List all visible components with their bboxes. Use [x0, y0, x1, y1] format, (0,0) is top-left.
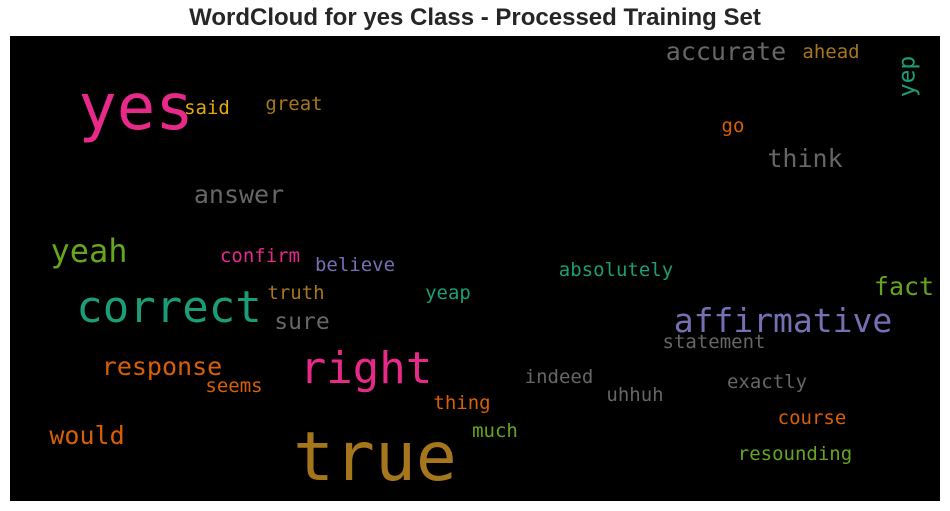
word-go: go — [721, 114, 745, 137]
word-answer: answer — [193, 179, 285, 209]
word-yeah: yeah — [50, 232, 128, 270]
word-much: much — [472, 419, 518, 442]
word-sure: sure — [274, 308, 330, 335]
wordcloud-canvas: true yes correct right affirmative yeah accura… — [10, 36, 940, 501]
word-truth: truth — [267, 281, 325, 304]
word-right: right — [299, 343, 433, 394]
word-yep: yep — [894, 55, 921, 97]
word-believe: believe — [314, 253, 396, 276]
word-exactly: exactly — [726, 370, 808, 393]
word-yes: yes — [78, 71, 194, 145]
word-course: course — [777, 406, 847, 429]
word-yeap: yeap — [425, 281, 471, 304]
word-fact: fact — [873, 271, 935, 301]
word-said: said — [184, 96, 230, 119]
word-thing: thing — [433, 391, 491, 414]
word-correct: correct — [76, 282, 262, 333]
word-resounding: resounding — [737, 442, 853, 465]
word-true: true — [293, 418, 457, 497]
word-statement: statement — [662, 330, 766, 353]
word-confirm: confirm — [219, 244, 301, 267]
word-accurate: accurate — [665, 36, 787, 66]
word-uhhuh: uhhuh — [606, 383, 664, 406]
chart-title: WordCloud for yes Class - Processed Trai… — [189, 4, 761, 31]
word-great: great — [265, 92, 323, 115]
word-would: would — [49, 420, 125, 450]
word-ahead: ahead — [802, 40, 860, 63]
word-response: response — [101, 351, 223, 381]
word-think: think — [767, 143, 843, 173]
word-indeed: indeed — [524, 365, 594, 388]
word-absolutely: absolutely — [558, 258, 674, 281]
word-seems: seems — [205, 374, 263, 397]
word-affirmative: affirmative — [673, 300, 893, 340]
